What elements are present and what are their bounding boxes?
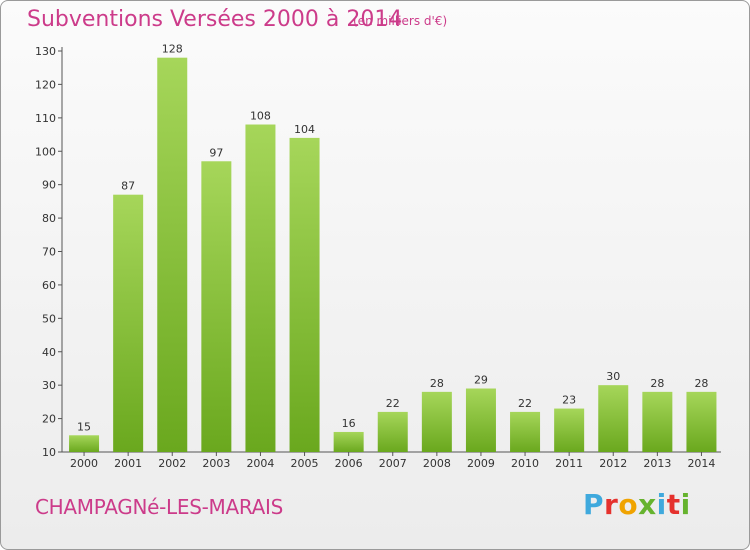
x-tick-label: 2006 <box>335 457 363 470</box>
bar <box>69 435 100 452</box>
bar <box>157 57 188 452</box>
logo-letter: t <box>666 488 681 521</box>
bar <box>510 411 541 452</box>
y-tick-label: 20 <box>42 413 56 426</box>
x-tick-label: 2010 <box>511 457 539 470</box>
place-name: CHAMPAGNé-LES-MARAIS <box>35 495 284 519</box>
data-label: 87 <box>121 180 135 193</box>
data-label: 23 <box>562 394 576 407</box>
y-tick-label: 40 <box>42 346 56 359</box>
bar <box>465 388 496 452</box>
bar <box>333 431 364 452</box>
x-tick-label: 2012 <box>599 457 627 470</box>
labels-group: 15 2000 87 2001 128 2002 97 2003 108 2004 104 2005 1… <box>70 43 715 470</box>
x-tick-label: 2004 <box>246 457 274 470</box>
y-tick-label: 120 <box>35 78 56 91</box>
bar <box>421 391 452 452</box>
data-label: 128 <box>162 43 183 56</box>
x-tick-label: 2005 <box>291 457 319 470</box>
bar <box>554 408 585 452</box>
y-tick-label: 70 <box>42 246 56 259</box>
data-label: 97 <box>209 146 223 159</box>
y-tick-label: 80 <box>42 212 56 225</box>
x-tick-label: 2008 <box>423 457 451 470</box>
bar <box>201 161 232 452</box>
data-label: 104 <box>294 123 315 136</box>
data-label: 15 <box>77 420 91 433</box>
logo-letter: o <box>618 488 639 521</box>
y-tick-label: 110 <box>35 112 56 125</box>
bar <box>686 391 717 452</box>
logo-letter: x <box>638 488 657 521</box>
y-tick-label: 130 <box>35 45 56 58</box>
logo-letter: r <box>604 488 619 521</box>
chart-title: Subventions Versées 2000 à 2014 <box>27 7 403 32</box>
bar <box>642 391 673 452</box>
y-tick-label: 10 <box>42 446 56 459</box>
data-label: 22 <box>386 397 400 410</box>
x-tick-label: 2013 <box>643 457 671 470</box>
data-label: 108 <box>250 110 271 123</box>
data-label: 29 <box>474 374 488 387</box>
y-tick-label: 50 <box>42 312 56 325</box>
axes-group: 10 20 30 40 50 60 70 80 90 100 110 120 130 <box>35 45 721 459</box>
x-tick-label: 2011 <box>555 457 583 470</box>
y-tick-label: 90 <box>42 179 56 192</box>
proxiti-logo: Proxiti <box>583 488 691 521</box>
data-label: 22 <box>518 397 532 410</box>
x-tick-label: 2003 <box>202 457 230 470</box>
bar <box>289 137 320 452</box>
data-label: 28 <box>430 377 444 390</box>
y-tick-label: 100 <box>35 145 56 158</box>
data-label: 28 <box>694 377 708 390</box>
x-tick-label: 2014 <box>687 457 715 470</box>
x-tick-label: 2001 <box>114 457 142 470</box>
bar <box>113 194 144 453</box>
logo-letter: P <box>583 488 605 521</box>
x-tick-label: 2000 <box>70 457 98 470</box>
logo-letter: i <box>656 488 667 521</box>
bar <box>245 124 276 453</box>
bars-group <box>69 57 717 453</box>
x-tick-label: 2002 <box>158 457 186 470</box>
x-tick-label: 2009 <box>467 457 495 470</box>
x-tick-label: 2007 <box>379 457 407 470</box>
y-tick-label: 30 <box>42 379 56 392</box>
bar <box>377 411 408 452</box>
bar <box>598 385 629 452</box>
data-label: 16 <box>342 417 356 430</box>
data-label: 30 <box>606 370 620 383</box>
chart-subtitle: (en milliers d'€) <box>353 14 448 28</box>
data-label: 28 <box>650 377 664 390</box>
logo-letter: i <box>680 488 691 521</box>
y-tick-label: 60 <box>42 279 56 292</box>
